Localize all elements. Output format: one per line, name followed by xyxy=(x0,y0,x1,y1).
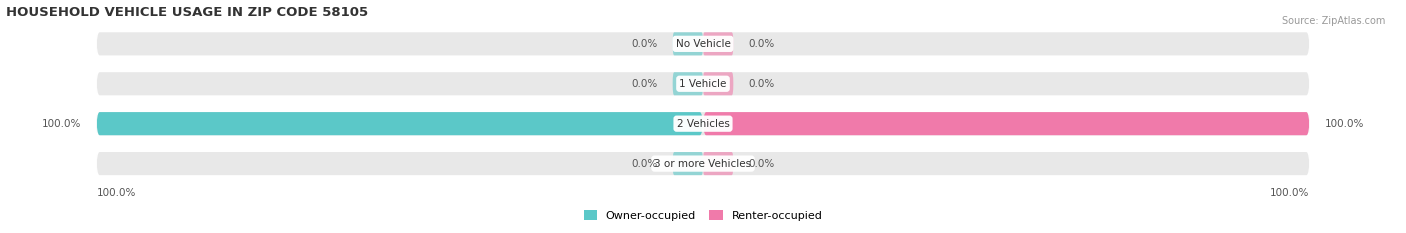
Text: 1 Vehicle: 1 Vehicle xyxy=(679,79,727,89)
Text: HOUSEHOLD VEHICLE USAGE IN ZIP CODE 58105: HOUSEHOLD VEHICLE USAGE IN ZIP CODE 5810… xyxy=(6,6,368,19)
Text: 100.0%: 100.0% xyxy=(1324,119,1364,129)
Text: Source: ZipAtlas.com: Source: ZipAtlas.com xyxy=(1281,16,1385,26)
Text: 2 Vehicles: 2 Vehicles xyxy=(676,119,730,129)
FancyBboxPatch shape xyxy=(703,32,734,55)
FancyBboxPatch shape xyxy=(703,152,734,175)
FancyBboxPatch shape xyxy=(97,152,1309,175)
Text: 0.0%: 0.0% xyxy=(748,39,775,49)
FancyBboxPatch shape xyxy=(97,112,703,135)
FancyBboxPatch shape xyxy=(672,32,703,55)
Text: 100.0%: 100.0% xyxy=(1270,188,1309,198)
Text: 0.0%: 0.0% xyxy=(748,79,775,89)
Text: 0.0%: 0.0% xyxy=(631,39,658,49)
Text: 0.0%: 0.0% xyxy=(631,159,658,169)
Text: 0.0%: 0.0% xyxy=(748,159,775,169)
FancyBboxPatch shape xyxy=(703,112,1309,135)
FancyBboxPatch shape xyxy=(97,72,1309,95)
Text: 3 or more Vehicles: 3 or more Vehicles xyxy=(654,159,752,169)
FancyBboxPatch shape xyxy=(672,152,703,175)
FancyBboxPatch shape xyxy=(703,72,734,95)
FancyBboxPatch shape xyxy=(97,32,1309,55)
Text: No Vehicle: No Vehicle xyxy=(675,39,731,49)
Text: 100.0%: 100.0% xyxy=(42,119,82,129)
FancyBboxPatch shape xyxy=(97,112,1309,135)
Text: 100.0%: 100.0% xyxy=(97,188,136,198)
Text: 0.0%: 0.0% xyxy=(631,79,658,89)
FancyBboxPatch shape xyxy=(672,72,703,95)
Legend: Owner-occupied, Renter-occupied: Owner-occupied, Renter-occupied xyxy=(579,206,827,225)
